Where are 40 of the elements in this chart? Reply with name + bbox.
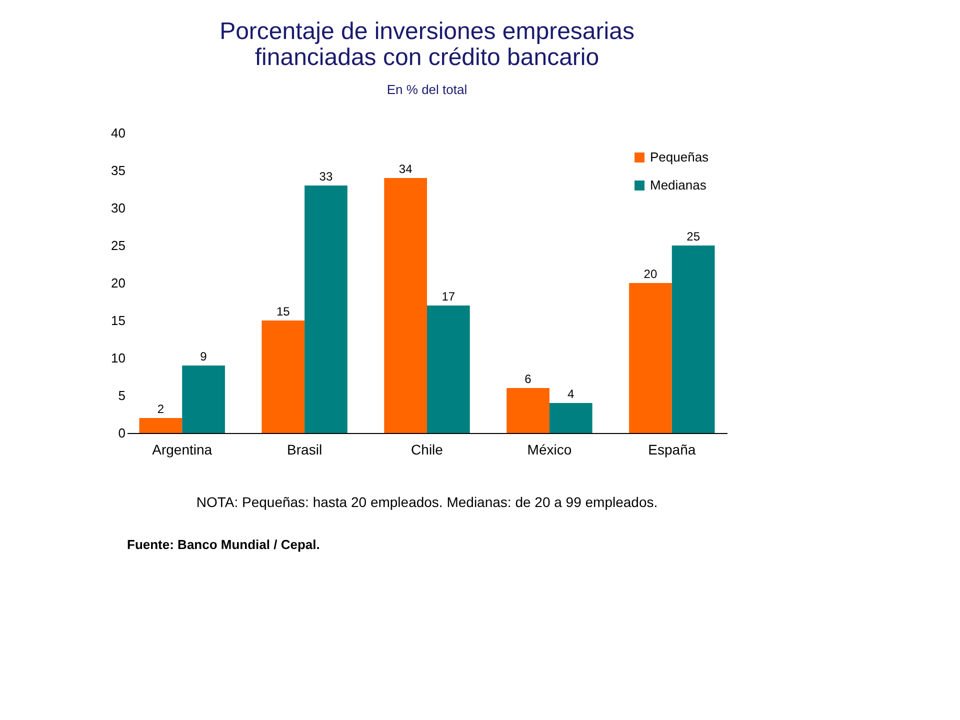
bar [262,320,305,433]
bar [629,283,672,433]
data-label: 6 [524,372,532,386]
bar [182,366,225,433]
source-note: Fuente: Banco Mundial / Cepal. [127,537,320,552]
bar [672,246,715,433]
bar [549,403,592,433]
text: NOTA: Pequeñas: hasta 20 empleados. Medianas: de 20 a 99 empleados. [196,494,658,510]
x-tick-label: México [527,442,572,458]
x-tick-label: Argentina [152,442,212,458]
legend-label: Medianas [650,178,707,192]
data-label: 2 [157,402,164,416]
y-tick-label: 30 [111,200,126,216]
bar [304,186,348,433]
y-tick-label: 0 [118,426,126,440]
bar [427,306,470,433]
data-label: 34 [398,162,413,176]
legend-label: Pequeñas [650,150,710,164]
data-label: 25 [686,230,700,244]
bar [139,418,182,433]
x-tick-label: Chile [411,442,444,458]
x-tick-label: España [648,442,696,458]
data-label: 20 [644,267,658,281]
y-tick-label: 15 [111,313,126,328]
y-tick-label: 20 [111,276,126,290]
data-label: 33 [319,170,333,184]
chart-title: Porcentaje de inversiones empresarias financiadas con crédito bancario [220,18,634,71]
y-tick-label: 40 [111,126,126,140]
y-tick-label: 10 [111,350,126,366]
data-label: 17 [442,290,456,304]
y-tick-label: 5 [118,388,126,403]
x-tick-label: Brasil [287,442,322,458]
chart-subtitle: En % del total [386,82,468,97]
bar [384,178,427,433]
y-tick-label: 35 [111,163,126,178]
bar [506,388,550,433]
y-tick-label: 25 [111,238,126,253]
data-label: 15 [276,304,290,318]
data-label: 4 [568,387,575,401]
data-label: 9 [200,350,208,364]
